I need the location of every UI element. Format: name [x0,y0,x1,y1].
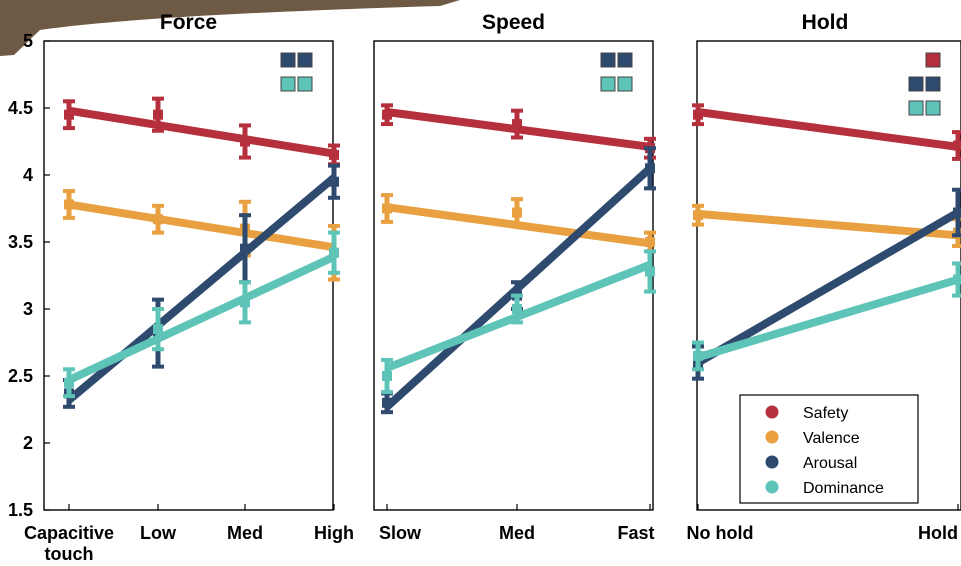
legend-marker-safety [765,405,779,419]
x-tick-label: Fast [617,523,654,543]
data-point-valence [64,199,74,210]
significance-square-arousal [617,52,633,68]
data-point-safety [329,149,339,160]
legend-label-safety: Safety [803,405,848,422]
x-tick-label: Slow [379,523,422,543]
x-tick-label: Hold [918,523,958,543]
data-point-safety [693,109,703,120]
x-tick-label: Low [140,523,177,543]
x-tick-label: Med [227,523,263,543]
panel-speed: Speed Slow Med Fast [373,11,656,543]
y-tick-label: 2.5 [8,366,33,386]
legend-marker-valence [765,430,779,444]
legend: Safety Valence Arousal Dominance [739,394,919,504]
data-point-dominance [512,304,522,314]
y-tick-label: 4.5 [8,98,33,118]
y-tick-label: 4 [23,165,33,185]
x-tick-label: No hold [687,523,754,543]
x-tick-label: High [314,523,354,543]
significance-square-dominance [925,100,941,116]
y-tick-label: 2 [23,433,33,453]
data-point-safety [382,109,392,120]
data-point-valence [645,237,655,247]
fit-line-dominance [696,275,960,362]
background-photo-fragment [0,0,460,56]
fit-line-safety [68,106,335,158]
data-point-dominance [329,247,339,258]
x-tick-label: Capacitive touch [24,523,114,564]
panel-title: Speed [482,11,545,34]
data-point-safety [153,109,163,120]
panel-title: Force [160,11,217,34]
data-point-arousal [382,397,392,408]
significance-square-arousal [908,76,924,92]
fit-line-dominance [67,253,336,384]
y-tick-label: 1.5 [8,500,33,520]
fit-line-arousal [696,209,960,367]
data-point-valence [382,203,392,214]
legend-label-arousal: Arousal [803,455,857,472]
axis-frame [696,40,961,511]
data-point-arousal [953,207,961,218]
significance-square-dominance [280,76,296,92]
significance-square-dominance [600,76,616,92]
series-group [63,96,340,409]
y-tick-label: 3 [23,299,33,319]
data-point-dominance [645,266,655,277]
significance-square-dominance [297,76,313,92]
significance-square-arousal [600,52,616,68]
significance-square-arousal [297,52,313,68]
fit-line-valence [68,200,335,252]
data-point-arousal [240,243,250,254]
fit-line-safety [697,108,959,151]
y-tick-label: 3.5 [8,232,33,252]
significance-square-arousal [280,52,296,68]
data-point-dominance [153,324,163,335]
significance-square-dominance [908,100,924,116]
significance-square-safety [925,52,941,68]
data-point-safety [512,119,522,130]
series-group [692,103,961,381]
data-point-dominance [953,274,961,285]
legend-label-valence: Valence [803,430,860,447]
data-point-dominance [64,377,74,388]
data-point-dominance [693,350,703,361]
data-point-arousal [645,163,655,174]
legend-marker-arousal [765,455,779,469]
panel-title: Hold [802,11,849,34]
legend-label-dominance: Dominance [803,480,884,497]
y-tick-label: 5 [23,31,33,51]
data-point-valence [693,210,703,221]
significance-square-dominance [617,76,633,92]
data-point-arousal [329,176,339,187]
significance-square-arousal [925,76,941,92]
data-point-dominance [382,371,392,381]
fit-line-valence [697,209,959,240]
panel-force: Force 5 4.5 4 3.5 3 2.5 2 1.5 Capacitive touch Low M… [8,11,354,564]
data-point-valence [512,207,522,218]
data-point-valence [153,214,163,225]
panel-hold: Hold No hold Hold [687,11,961,543]
x-tick-label: Med [499,523,535,543]
legend-marker-dominance [765,480,779,494]
data-point-safety [240,136,250,147]
data-point-dominance [240,297,250,308]
data-point-safety [953,140,961,151]
series-group [381,103,656,415]
data-point-safety [64,109,74,120]
